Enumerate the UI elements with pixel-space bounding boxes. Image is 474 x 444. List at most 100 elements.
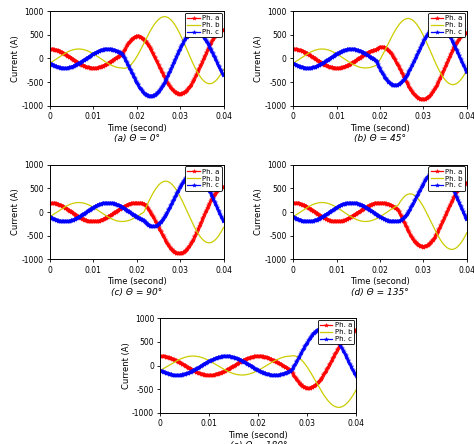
Ph. b	[464, 230, 470, 235]
Ph. a	[207, 200, 212, 205]
Line: Ph. b: Ph. b	[160, 356, 356, 408]
Ph. b	[373, 63, 379, 68]
Ph. a	[450, 46, 456, 51]
Ph. a	[365, 203, 370, 209]
Ph. a	[464, 180, 470, 186]
Y-axis label: Current (A): Current (A)	[11, 189, 20, 235]
Ph. a	[347, 329, 353, 335]
Ph. a	[459, 33, 465, 38]
X-axis label: Time (second): Time (second)	[350, 124, 410, 133]
Ph. c	[459, 206, 465, 211]
Ph. c	[450, 186, 456, 191]
Ph. b	[207, 240, 212, 246]
Ph. c	[450, 40, 456, 45]
Ph. a	[353, 328, 358, 333]
X-axis label: Time (second): Time (second)	[107, 124, 166, 133]
Ph. b	[464, 67, 470, 73]
Ph. b	[354, 387, 359, 392]
Line: Ph. a: Ph. a	[48, 28, 226, 96]
Ph. c	[148, 94, 154, 99]
Ph. b	[291, 353, 296, 358]
Ph. a	[373, 200, 379, 206]
Ph. b	[450, 82, 456, 87]
Ph. a	[121, 203, 127, 209]
Ph. c	[365, 206, 370, 211]
Y-axis label: Current (A): Current (A)	[255, 35, 264, 82]
Text: (a) Θ = 0°: (a) Θ = 0°	[114, 134, 160, 143]
Ph. b	[173, 187, 179, 192]
Ph. b	[240, 373, 246, 378]
Ph. c	[417, 46, 422, 51]
Legend: Ph. a, Ph. b, Ph. c: Ph. a, Ph. b, Ph. c	[428, 166, 465, 191]
Ph. b	[405, 16, 411, 21]
Ph. b	[241, 372, 247, 377]
Ph. b	[47, 60, 53, 66]
Ph. a	[365, 50, 370, 56]
Ph. b	[47, 214, 53, 219]
Ph. b	[300, 359, 306, 364]
Ph. a	[207, 42, 212, 48]
Ph. a	[47, 200, 53, 205]
Ph. c	[290, 214, 296, 219]
Line: Ph. c: Ph. c	[291, 24, 469, 87]
Ph. b	[251, 370, 256, 375]
Ph. b	[121, 66, 127, 71]
Text: (d) Θ = 135°: (d) Θ = 135°	[351, 288, 409, 297]
Ph. b	[365, 65, 370, 71]
Ph. a	[157, 353, 163, 359]
Ph. b	[363, 219, 369, 224]
Ph. c	[363, 205, 369, 210]
Ph. c	[290, 60, 296, 66]
Ph. c	[207, 188, 212, 194]
Ph. a	[459, 183, 465, 188]
X-axis label: Time (second): Time (second)	[228, 431, 288, 440]
Legend: Ph. a, Ph. b, Ph. c: Ph. a, Ph. b, Ph. c	[428, 13, 465, 37]
Ph. a	[373, 47, 379, 52]
Ph. c	[173, 53, 179, 59]
Ph. c	[129, 211, 135, 217]
Ph. b	[157, 368, 163, 373]
Text: (e) Θ = 180°: (e) Θ = 180°	[229, 441, 287, 444]
Ph. b	[365, 219, 370, 224]
Ph. a	[290, 46, 296, 52]
Legend: Ph. a, Ph. b, Ph. c: Ph. a, Ph. b, Ph. c	[318, 320, 355, 345]
Ph. b	[221, 67, 227, 72]
Ph. a	[251, 354, 256, 359]
Ph. c	[347, 362, 353, 368]
Ph. a	[121, 47, 127, 52]
Ph. c	[251, 365, 256, 370]
Ph. c	[47, 60, 53, 66]
Ph. b	[373, 216, 379, 222]
Ph. b	[129, 60, 135, 66]
Ph. c	[435, 23, 440, 28]
Ph. b	[417, 26, 422, 31]
Ph. c	[300, 347, 306, 352]
Ph. a	[417, 96, 422, 101]
Line: Ph. c: Ph. c	[158, 326, 358, 379]
Ph. a	[417, 243, 422, 248]
Ph. a	[305, 385, 311, 391]
Ph. a	[129, 200, 135, 206]
Text: (c) Θ = 90°: (c) Θ = 90°	[111, 288, 162, 297]
Line: Ph. a: Ph. a	[291, 181, 469, 249]
Ph. c	[337, 343, 343, 349]
Ph. a	[354, 328, 359, 333]
Ph. c	[150, 224, 155, 229]
Ph. a	[47, 46, 53, 52]
Ph. b	[163, 178, 168, 184]
Ph. a	[337, 341, 343, 346]
Ph. b	[129, 216, 135, 222]
Line: Ph. b: Ph. b	[50, 16, 224, 83]
Ph. a	[215, 30, 221, 35]
Ph. a	[450, 195, 456, 201]
Line: Ph. b: Ph. b	[293, 194, 467, 250]
Ph. b	[216, 234, 221, 239]
X-axis label: Time (second): Time (second)	[350, 278, 410, 286]
Ph. a	[300, 383, 306, 388]
X-axis label: Time (second): Time (second)	[107, 278, 166, 286]
Ph. a	[363, 204, 369, 210]
Ph. b	[363, 65, 369, 71]
Ph. a	[221, 184, 227, 189]
Ph. b	[162, 14, 167, 19]
Ph. c	[373, 211, 379, 217]
